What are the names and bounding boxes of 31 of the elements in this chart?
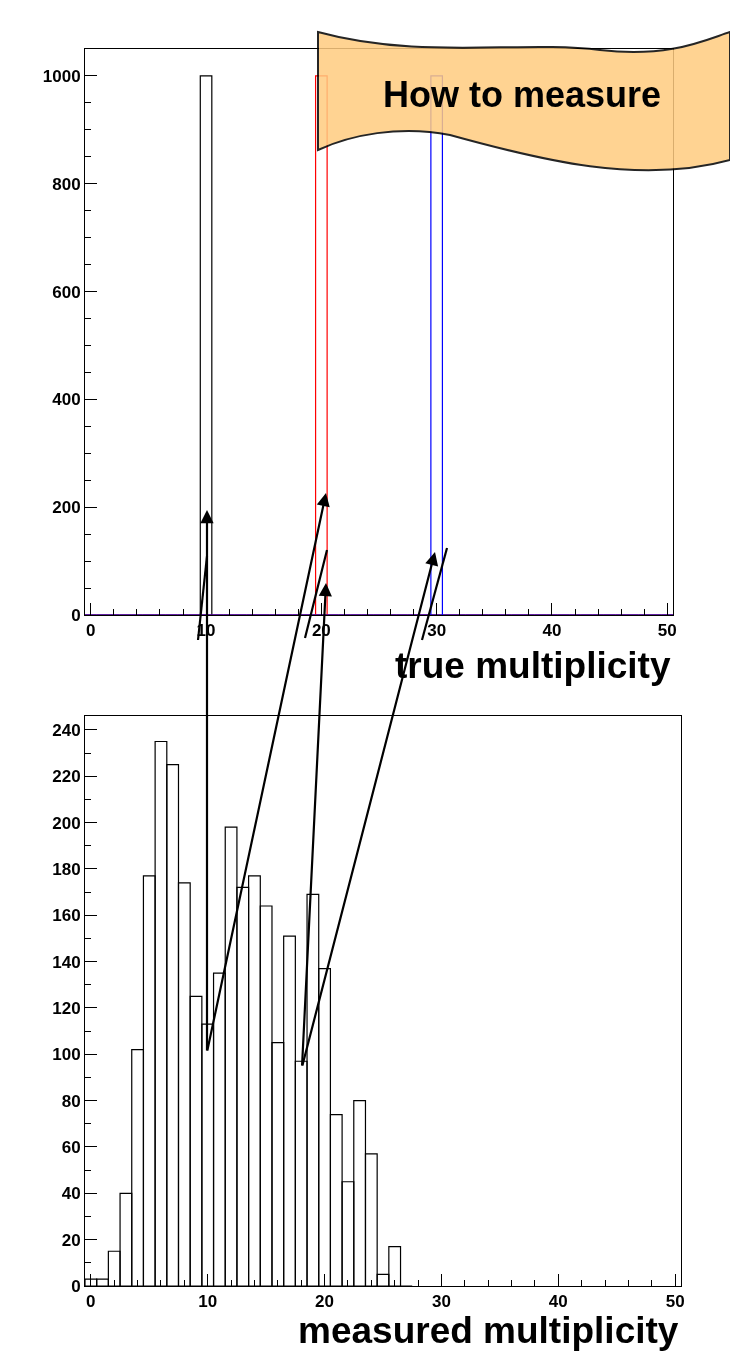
x-tick-label: 50 [665,1292,685,1312]
y-tick-label: 40 [61,1184,81,1204]
y-tick-label: 140 [52,952,81,972]
y-tick-label: 0 [71,1276,81,1296]
x-tick-label: 10 [198,1292,218,1312]
y-tick-label: 240 [52,720,81,740]
y-tick-label: 160 [52,906,81,926]
y-tick-label: 200 [52,813,81,833]
x-tick-label: 40 [542,621,562,641]
x-axis-title: measured multiplicity [298,1310,679,1351]
y-tick-label: 600 [52,282,81,302]
y-tick-label: 1000 [42,66,81,86]
x-tick-label: 40 [548,1292,568,1312]
y-tick-label: 180 [52,859,81,879]
x-tick-label: 0 [86,1292,96,1312]
y-tick-label: 60 [61,1137,81,1157]
y-tick-label: 200 [52,498,81,518]
x-tick-label: 30 [427,621,447,641]
y-tick-label: 120 [52,998,81,1018]
x-tick-label: 20 [315,1292,335,1312]
y-tick-label: 20 [61,1230,81,1250]
y-tick-label: 220 [52,767,81,787]
y-tick-label: 100 [52,1045,81,1065]
y-tick-label: 800 [52,174,81,194]
x-tick-label: 30 [431,1292,451,1312]
x-tick-label: 50 [657,621,677,641]
x-tick-label: 0 [86,621,96,641]
y-tick-label: 0 [71,605,81,625]
annotation: How to measure [383,74,662,115]
y-tick-label: 80 [61,1091,81,1111]
y-tick-label: 400 [52,390,81,410]
